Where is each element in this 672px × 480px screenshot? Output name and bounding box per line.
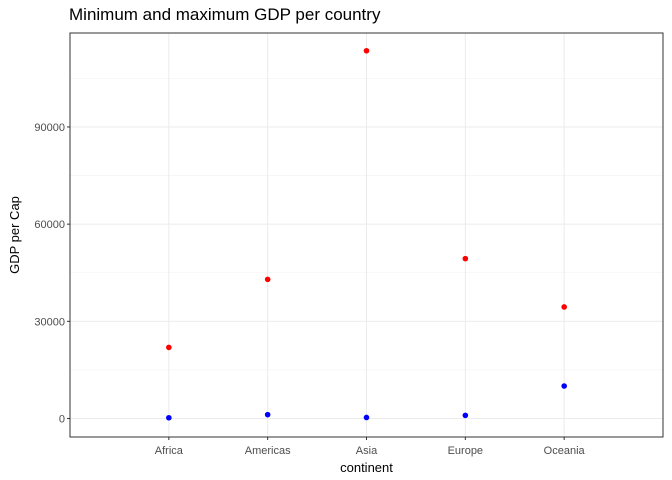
data-point xyxy=(462,412,469,419)
data-point xyxy=(363,414,370,421)
data-points xyxy=(166,47,567,421)
major-gridlines xyxy=(70,33,663,437)
x-axis: Africa Americas Asia Europe Oceania xyxy=(155,437,586,457)
data-point xyxy=(166,344,172,351)
chart-title: Minimum and maximum GDP per country xyxy=(69,5,381,24)
data-point xyxy=(264,411,271,418)
y-axis: 0 30000 60000 90000 xyxy=(34,122,70,426)
y-tick-label: 30000 xyxy=(34,316,65,328)
x-tick-label: Europe xyxy=(448,445,483,457)
y-axis-title: GDP per Cap xyxy=(7,196,22,274)
y-tick-label: 60000 xyxy=(34,219,65,231)
data-point xyxy=(363,47,370,54)
data-point xyxy=(166,414,172,421)
x-tick-label: Asia xyxy=(356,445,378,457)
data-point xyxy=(462,255,469,262)
x-tick-label: Americas xyxy=(245,445,291,457)
x-tick-label: Oceania xyxy=(544,445,586,457)
data-point xyxy=(561,383,567,389)
data-point xyxy=(264,276,271,283)
x-tick-label: Africa xyxy=(155,445,184,457)
data-point xyxy=(561,304,567,310)
y-tick-label: 0 xyxy=(59,414,65,426)
y-tick-label: 90000 xyxy=(34,122,65,134)
x-axis-title: continent xyxy=(340,460,393,475)
